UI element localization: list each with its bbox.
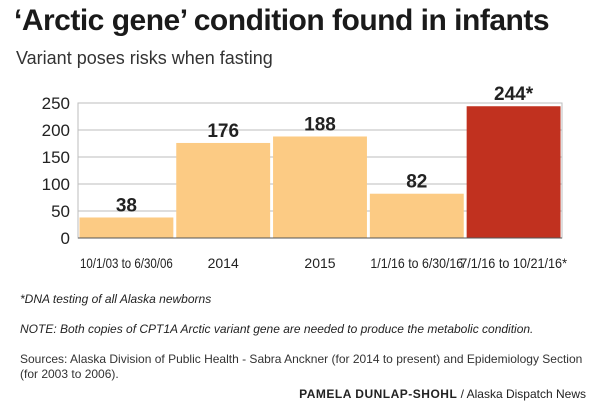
y-tick-label: 150: [42, 148, 70, 167]
y-tick-label: 200: [42, 121, 70, 140]
data-label: 38: [116, 195, 137, 216]
sources: Sources: Alaska Division of Public Healt…: [20, 352, 583, 381]
x-tick-label: 2015: [304, 255, 335, 271]
credit-author: PAMELA DUNLAP-SHOHL: [299, 387, 458, 401]
bar: [466, 106, 561, 239]
bar: [176, 142, 271, 238]
y-tick-label: 0: [61, 229, 70, 248]
x-tick-label: 10/1/03 to 6/30/06: [80, 255, 173, 271]
chart-title: ‘Arctic gene’ condition found in infants: [14, 4, 550, 37]
x-tick-label: 1/1/16 to 6/30/16: [370, 255, 463, 271]
bar-chart: 0 50 100 150 200 250 38 10/1/03 to 6/30/06 176 20…: [42, 84, 568, 271]
data-label: 176: [207, 121, 239, 142]
x-tick-label: 7/1/16 to 10/21/16*: [460, 255, 567, 271]
y-tick-label: 250: [42, 94, 70, 113]
x-tick-label: 2014: [208, 255, 239, 271]
note: NOTE: Both copies of CPT1A Arctic varian…: [20, 322, 534, 336]
data-label: 244*: [494, 84, 534, 105]
bar: [79, 217, 174, 238]
credit-org: / Alaska Dispatch News: [457, 387, 586, 401]
chart-subtitle: Variant poses risks when fasting: [16, 48, 273, 68]
credit: PAMELA DUNLAP-SHOHL / Alaska Dispatch Ne…: [299, 387, 586, 401]
data-label: 82: [406, 172, 427, 193]
bar: [369, 193, 464, 238]
footnote: *DNA testing of all Alaska newborns: [20, 292, 212, 306]
data-label: 188: [304, 114, 336, 135]
bar: [273, 136, 367, 238]
y-tick-label: 100: [42, 175, 70, 194]
y-tick-label: 50: [51, 202, 70, 221]
